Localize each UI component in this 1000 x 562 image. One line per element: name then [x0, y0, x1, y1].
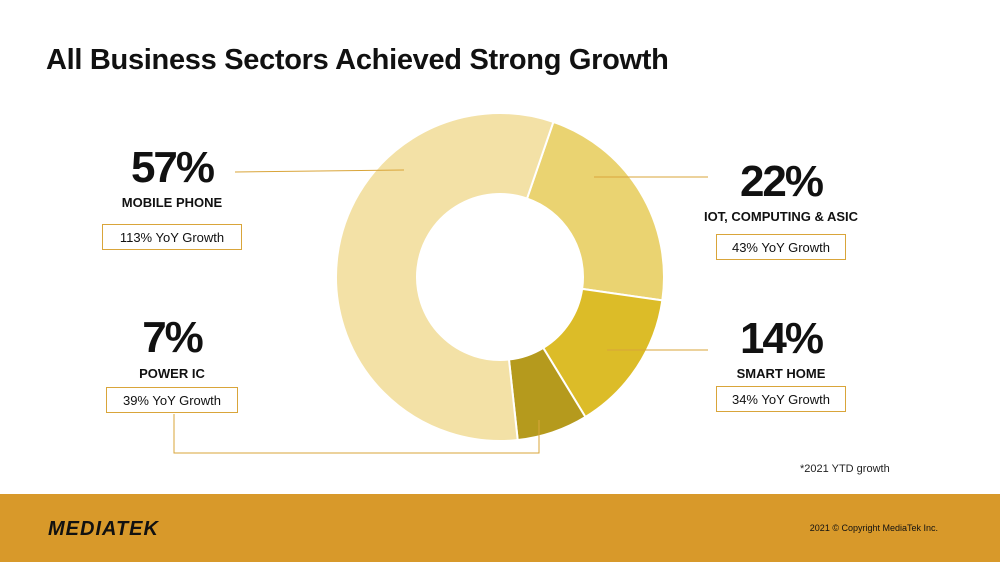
mobile-phone-percent: 57% — [130, 143, 215, 192]
donut-chart — [173, 112, 708, 454]
power-ic-label: POWER IC — [139, 366, 205, 381]
mediatek-logo: MEDIATEK — [48, 518, 159, 540]
power-ic-growth: 39% YoY Growth — [106, 387, 238, 413]
slide-title: All Business Sectors Achieved Strong Gro… — [46, 44, 669, 76]
smart-home-percent: 14% — [739, 314, 824, 363]
mobile-phone-growth: 113% YoY Growth — [102, 224, 242, 250]
smart-home-growth: 34% YoY Growth — [716, 386, 846, 412]
smart-home-label: SMART HOME — [736, 366, 826, 381]
footnote: *2021 YTD growth — [800, 463, 890, 475]
iot-label: IOT, COMPUTING & ASIC — [703, 209, 859, 224]
connector-power-ic — [173, 414, 540, 454]
iot-growth: 43% YoY Growth — [716, 234, 846, 260]
slice-iot — [525, 120, 665, 302]
mobile-phone-label: MOBILE PHONE — [121, 195, 223, 210]
power-ic-percent: 7% — [142, 313, 204, 362]
copyright-text: 2021 © Copyright MediaTek Inc. — [809, 523, 938, 533]
iot-percent: 22% — [739, 157, 824, 206]
slice-mobile-phone — [335, 112, 555, 442]
connector-mobile-phone — [234, 169, 405, 173]
footer-bar: MEDIATEK 2021 © Copyright MediaTek Inc. — [0, 494, 1000, 562]
